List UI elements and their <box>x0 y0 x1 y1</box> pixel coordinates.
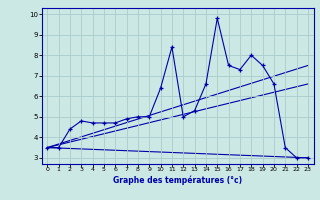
X-axis label: Graphe des températures (°c): Graphe des températures (°c) <box>113 175 242 185</box>
